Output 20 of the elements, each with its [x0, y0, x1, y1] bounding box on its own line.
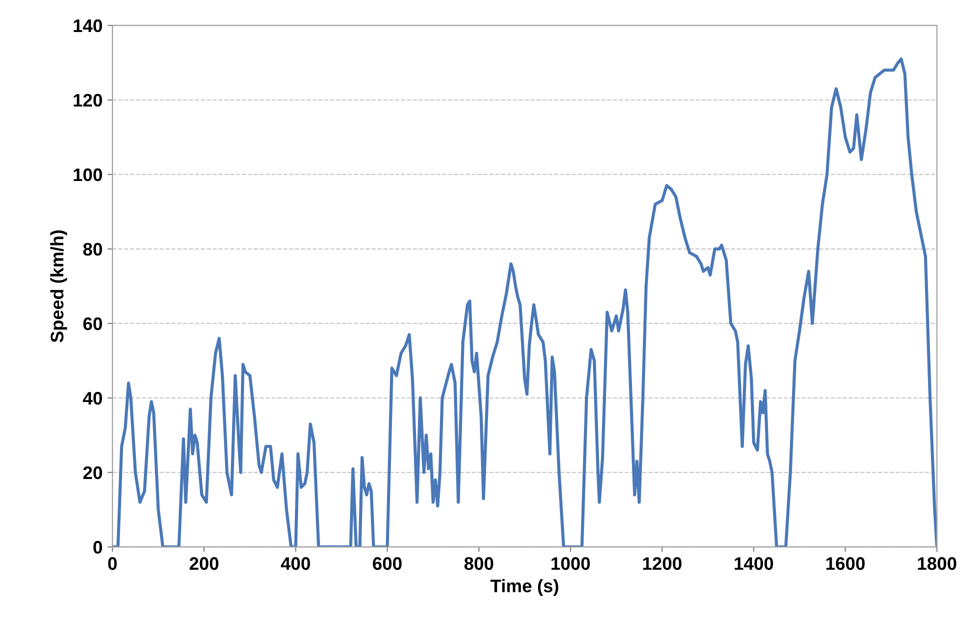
y-axis-title: Speed (km/h): [50, 230, 68, 342]
y-tick-label: 100: [74, 168, 102, 182]
y-tick-label: 0: [93, 540, 102, 554]
y-tick-label: 80: [83, 242, 102, 256]
x-tick-label: 400: [280, 557, 310, 570]
y-tick-label: 40: [82, 392, 102, 405]
x-tick-label: 1800: [918, 557, 956, 570]
x-tick-label: 200: [190, 557, 218, 570]
x-tick-label: 0: [108, 557, 117, 570]
x-tick-label: 1000: [552, 557, 590, 570]
x-tick-label: 600: [372, 557, 402, 570]
x-tick-label: 800: [464, 557, 494, 570]
x-tick-label: 1200: [643, 557, 682, 570]
x-tick-label: 1600: [826, 557, 865, 570]
x-axis-title: Time (s): [490, 579, 558, 596]
x-tick-label: 1400: [734, 557, 774, 570]
y-tick-label: 120: [74, 94, 102, 107]
y-tick-label: 20: [83, 466, 102, 480]
y-tick-label: 140: [74, 19, 102, 32]
y-tick-label: 60: [83, 317, 102, 330]
